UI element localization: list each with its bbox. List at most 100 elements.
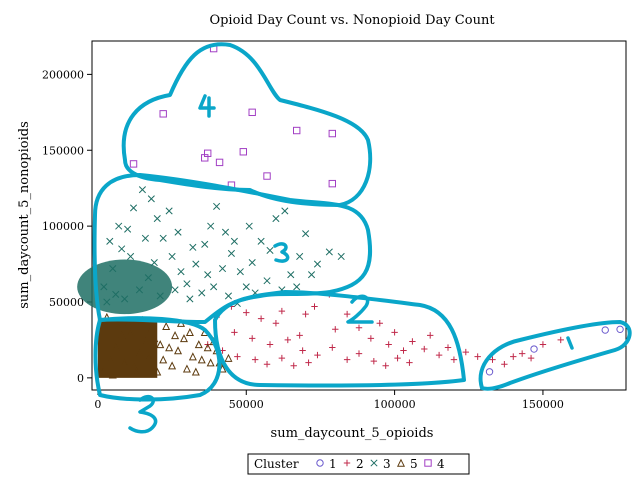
- y-tick-label: 150000: [42, 144, 84, 157]
- cluster-3-point: [135, 286, 144, 294]
- cluster-2-point: [278, 307, 286, 315]
- cluster-outline: [213, 290, 466, 388]
- x-tick-label: 50000: [229, 398, 264, 411]
- cluster-3-point: [281, 207, 289, 215]
- cluster-3-point: [174, 228, 182, 236]
- cluster-5-point: [188, 352, 197, 361]
- cluster-2-point: [391, 329, 398, 336]
- cluster-3-point: [248, 258, 256, 267]
- cluster-2-point: [382, 362, 389, 369]
- cluster-3-point: [177, 268, 185, 276]
- y-tick-label: 200000: [42, 68, 84, 81]
- axes-layer: 0 50000 100000 150000 0 50000 100000 150000 2000…: [42, 68, 564, 411]
- legend-marker-2: [343, 459, 351, 467]
- cluster-3-point: [121, 295, 129, 303]
- cluster-outline: [478, 320, 632, 391]
- cluster-4-point: [293, 126, 301, 135]
- cluster-2-point: [272, 320, 280, 327]
- cluster-5-point: [165, 343, 174, 352]
- cluster-4-point: [159, 110, 167, 118]
- cluster-2-point: [302, 310, 309, 318]
- cluster-5-point: [162, 321, 171, 330]
- legend-label: 3: [383, 457, 391, 471]
- cluster-3-point: [192, 260, 200, 268]
- cluster-2-point: [249, 335, 256, 342]
- plot-frame: [91, 40, 627, 391]
- x-tick-label: 100000: [374, 398, 416, 411]
- cluster-3-point: [302, 230, 310, 238]
- cluster-3-point: [245, 222, 253, 230]
- cluster-2-point: [557, 336, 564, 344]
- cluster-3-point: [171, 286, 179, 294]
- cluster-3-point: [210, 283, 218, 291]
- cluster-3-point: [230, 237, 238, 245]
- cluster-2-point: [376, 320, 383, 327]
- cluster-3-point: [207, 222, 215, 230]
- legend: Cluster 1 2 3 5 4: [247, 453, 470, 475]
- cluster-3-point: [242, 283, 250, 291]
- cluster-5-point: [174, 346, 183, 355]
- y-tick-label: 100000: [42, 220, 84, 233]
- cluster-outline: [93, 316, 222, 402]
- cluster-1-point: [530, 345, 538, 353]
- handwritten-cluster-number: [566, 336, 574, 350]
- cluster-5-point: [147, 324, 156, 334]
- cluster-5-point: [168, 361, 177, 370]
- cluster-4-point: [328, 129, 337, 138]
- cluster-2-point: [290, 362, 297, 369]
- cluster-3-point: [325, 248, 333, 256]
- cluster-3-point: [103, 298, 111, 306]
- cluster-3-point: [287, 271, 295, 279]
- cluster-3-point: [138, 186, 146, 194]
- cluster-3-point: [112, 290, 120, 298]
- cluster-2-point: [314, 351, 321, 359]
- cluster-3-point: [106, 237, 114, 245]
- cluster-2-point: [251, 356, 259, 363]
- legend-marker-1: [316, 459, 324, 467]
- handwritten-cluster-number: [273, 242, 290, 263]
- cluster-3-point: [144, 274, 152, 282]
- cluster-5-point: [194, 340, 203, 349]
- cluster-5-point: [141, 337, 150, 346]
- cluster-2-point: [329, 344, 336, 351]
- cluster-5-point: [197, 355, 206, 364]
- hand-drawn-annotations: [92, 42, 632, 434]
- chart-title: Opioid Day Count vs. Nonopioid Day Count: [209, 13, 495, 28]
- cluster-2-point: [400, 347, 407, 354]
- y-tick-label: 50000: [49, 296, 84, 309]
- legend-label: 5: [410, 457, 418, 471]
- cluster-5-point: [117, 331, 126, 340]
- cluster-3-point: [115, 222, 123, 230]
- cluster-2-point: [263, 361, 271, 368]
- cluster-3-point: [224, 292, 233, 300]
- cluster-5-point: [126, 328, 135, 337]
- cluster-4-point: [204, 149, 212, 157]
- cluster-2-point: [343, 310, 351, 318]
- legend-label: 1: [329, 457, 337, 471]
- cluster-3-point: [159, 234, 167, 242]
- cluster-2-point: [284, 336, 291, 344]
- cluster-3-point: [293, 283, 301, 291]
- cluster-2-point: [421, 345, 428, 353]
- cluster-2-point: [305, 359, 312, 366]
- cluster-3-point: [221, 228, 230, 236]
- cluster-3-point: [198, 289, 206, 297]
- cluster-2-point: [367, 335, 375, 342]
- cluster-2-point: [257, 315, 265, 322]
- cluster-3-point: [150, 258, 158, 267]
- cluster-2-point: [518, 350, 526, 357]
- cluster-3-point: [296, 252, 304, 261]
- cluster-2-point: [231, 329, 238, 336]
- cluster-3-point: [266, 246, 274, 254]
- legend-marker-4: [424, 459, 432, 467]
- cluster-2-point: [510, 353, 517, 360]
- y-axis-label: sum_daycount_5_nonopioids: [17, 121, 32, 309]
- cluster-4-point: [239, 148, 248, 156]
- handwritten-cluster-number: [346, 294, 374, 324]
- cluster-2-point: [370, 357, 378, 365]
- cluster-3-point: [165, 207, 173, 215]
- cluster-5-point: [206, 358, 215, 367]
- cluster-2-point: [501, 361, 508, 368]
- cluster-3-point: [109, 265, 117, 273]
